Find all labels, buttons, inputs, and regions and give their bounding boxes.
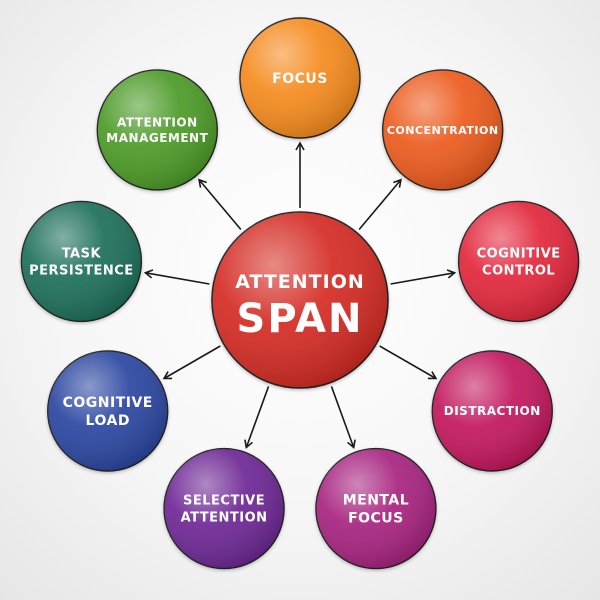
center-label-line-1: ATTENTION	[235, 271, 365, 293]
arrow-to-concentration	[358, 178, 402, 231]
node-label-cognitive-control: COGNITIVE	[477, 247, 561, 262]
node-concentration: CONCENTRATION	[381, 69, 504, 191]
arrow-to-distraction	[379, 345, 438, 380]
node-shine-task-persistence	[21, 201, 142, 322]
arrow-to-cognitive-load	[162, 345, 221, 380]
node-shine-attention-management	[97, 69, 218, 190]
node-shine-cognitive-load	[47, 351, 168, 471]
node-label-task-persistence: TASK	[62, 247, 102, 262]
node-label-selective-attention: SELECTIVE	[183, 494, 265, 509]
node-shine-cognitive-control	[458, 201, 579, 322]
node-cognitive-load: COGNITIVE LOAD	[47, 350, 169, 472]
node-shine-selective-attention	[164, 448, 285, 569]
center-shine	[212, 212, 388, 388]
node-label-cognitive-control: CONTROL	[482, 263, 555, 278]
nodes-layer: FOCUSCONCENTRATIONCOGNITIVECONTROLDISTRA…	[20, 17, 580, 570]
node-label-mental-focus: FOCUS	[348, 511, 404, 527]
arrow-to-attention-management	[198, 178, 242, 231]
node-label-attention-management: ATTENTION	[117, 115, 198, 129]
arrow-to-selective-attention	[244, 386, 270, 450]
node-label-cognitive-load: LOAD	[86, 413, 130, 429]
center-node: ATTENTION SPAN	[211, 211, 389, 389]
node-shine-focus	[240, 18, 360, 138]
node-focus: FOCUS	[239, 17, 361, 139]
node-label-focus: FOCUS	[272, 71, 328, 87]
arrow-to-task-persistence	[143, 269, 210, 285]
node-label-concentration: CONCENTRATION	[387, 124, 499, 137]
node-shine-mental-focus	[315, 448, 436, 569]
node-distraction: DISTRACTION	[431, 350, 553, 472]
node-attention-management: ATTENTION MANAGEMENT	[96, 69, 219, 191]
node-label-task-persistence: PERSISTENCE	[29, 263, 134, 278]
center-label-line-2: SPAN	[237, 296, 364, 342]
arrows-layer	[143, 141, 457, 450]
node-label-distraction: DISTRACTION	[444, 404, 541, 418]
node-selective-attention: SELECTIVE ATTENTION	[163, 447, 285, 570]
node-shine-distraction	[432, 351, 553, 471]
arrow-to-cognitive-control	[390, 269, 457, 285]
node-mental-focus: MENTAL FOCUS	[315, 447, 437, 570]
node-label-cognitive-load: COGNITIVE	[63, 395, 153, 411]
arrow-to-mental-focus	[330, 386, 356, 450]
node-label-selective-attention: ATTENTION	[181, 511, 268, 526]
node-label-attention-management: MANAGEMENT	[106, 131, 208, 145]
node-shine-concentration	[382, 69, 503, 190]
node-label-mental-focus: MENTAL	[343, 492, 409, 508]
